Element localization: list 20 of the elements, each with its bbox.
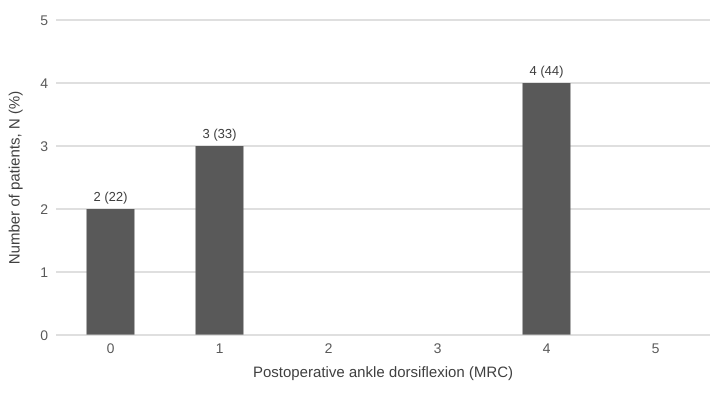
bar [196, 146, 244, 335]
x-tick-label: 4 [542, 340, 551, 356]
y-tick-label: 5 [40, 12, 48, 28]
data-label: 2 (22) [94, 189, 128, 204]
bar [86, 209, 134, 335]
x-tick-label: 5 [652, 340, 660, 356]
y-axis-title: Number of patients, N (%) [6, 90, 24, 264]
y-tick-label: 1 [40, 264, 48, 280]
x-tick-label: 3 [434, 340, 442, 356]
y-tick-label: 4 [40, 74, 48, 91]
x-tick-label: 2 [324, 340, 333, 356]
y-tick-label: 3 [40, 138, 48, 154]
data-label: 3 (33) [202, 126, 236, 141]
x-axis-title: Postoperative ankle dorsiflexion (MRC) [252, 364, 514, 381]
x-tick-label: 1 [216, 340, 224, 356]
x-tick-label: 0 [106, 340, 115, 356]
bar [522, 83, 570, 335]
y-tick-label: 0 [40, 326, 48, 343]
y-tick-label: 2 [40, 200, 48, 217]
data-label: 4 (44) [530, 63, 564, 78]
